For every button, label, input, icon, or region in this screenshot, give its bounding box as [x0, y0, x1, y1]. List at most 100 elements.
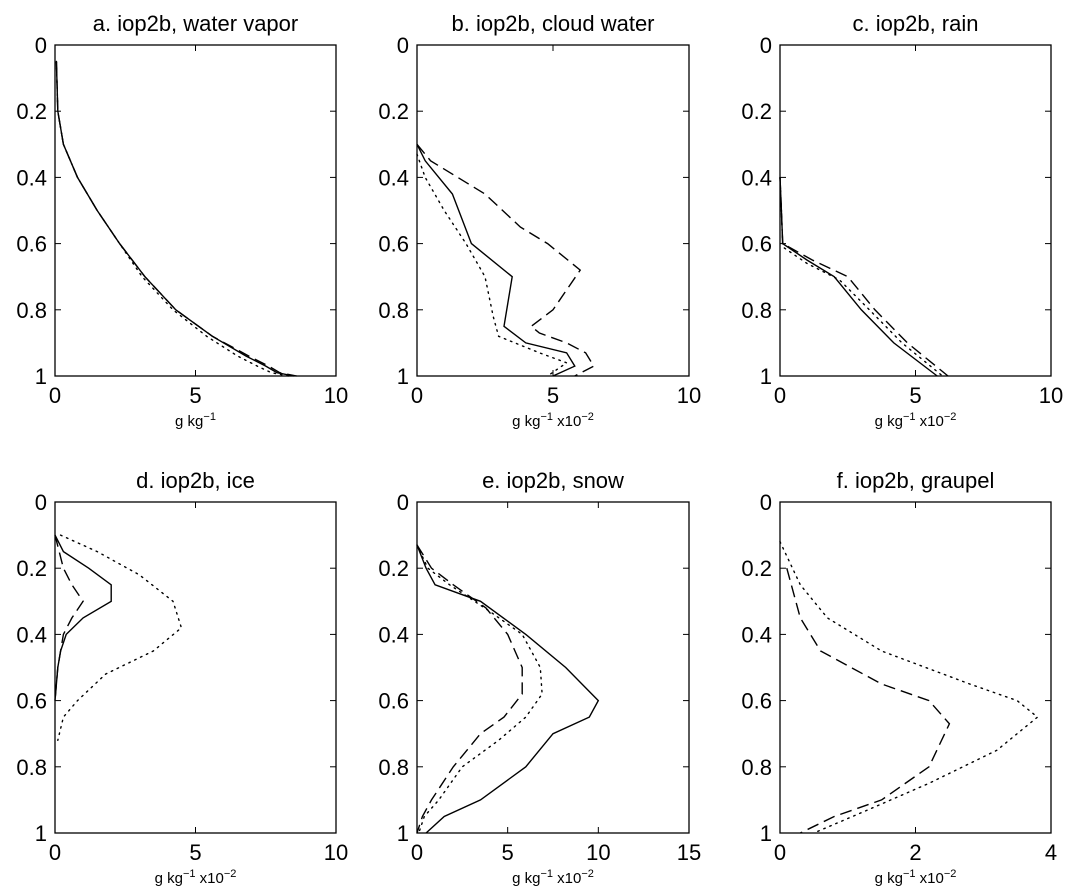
y-tick-label: 0	[397, 490, 409, 515]
y-tick-label: 0.8	[16, 298, 47, 323]
x-axis-label-text: x10	[553, 413, 581, 430]
y-tick-label: 0.8	[741, 755, 772, 780]
panel-6: f. iop2b, graupel 0 2 4 0 0.2 0.4 0.6 0.8 1 g kg−1…	[741, 468, 1057, 887]
series-solid-line	[54, 534, 112, 701]
y-tick-label: 0.6	[16, 689, 47, 714]
x-tick-label: 0	[774, 383, 786, 408]
x-tick-label: 10	[324, 383, 348, 408]
y-tick-label: 0.4	[16, 165, 47, 190]
panel-title: f. iop2b, graupel	[837, 468, 995, 493]
y-tick-label: 0.8	[741, 298, 772, 323]
x-tick-label: 4	[1045, 840, 1057, 865]
series-dotted-line	[57, 534, 183, 741]
series-solid-line	[779, 177, 938, 377]
x-axis-label-text: x10	[196, 870, 224, 887]
x-axis-label-text: g kg	[875, 413, 903, 430]
x-axis-label-exponent: −1	[540, 411, 553, 423]
panel-3: c. iop2b, rain 0 5 10 0 0.2 0.4 0.6 0.8 1 g kg−1 x…	[741, 11, 1063, 430]
panel-title: e. iop2b, snow	[482, 468, 624, 493]
x-tick-label: 0	[49, 383, 61, 408]
x-tick-label: 5	[502, 840, 514, 865]
x-tick-label: 0	[49, 840, 61, 865]
panel-1: a. iop2b, water vapor 0 5 10 0 0.2 0.4 0.6 0.8 1 g…	[16, 11, 348, 430]
series-dotted-line	[55, 60, 289, 377]
y-tick-label: 0.4	[741, 165, 772, 190]
series-dashed-line	[55, 61, 297, 377]
series-dotted-line	[779, 541, 1039, 834]
x-axis-label-text: g kg	[512, 870, 540, 887]
y-tick-label: 1	[35, 821, 47, 846]
series-dashed-line	[416, 544, 523, 834]
series-dotted-line	[416, 544, 543, 834]
x-axis-label-text: g kg	[155, 870, 183, 887]
y-tick-label: 0.6	[741, 689, 772, 714]
panel-title: d. iop2b, ice	[136, 468, 255, 493]
y-tick-label: 0.6	[378, 232, 409, 257]
x-tick-label: 5	[189, 383, 201, 408]
x-axis-label: g kg−1	[175, 411, 216, 430]
y-tick-label: 1	[760, 364, 772, 389]
x-tick-label: 5	[547, 383, 559, 408]
series-dotted-line	[779, 176, 944, 377]
x-axis-label-exponent: −2	[224, 868, 237, 880]
x-tick-label: 15	[677, 840, 701, 865]
y-tick-label: 0.4	[741, 622, 772, 647]
x-axis-label-exponent: −2	[944, 868, 957, 880]
x-axis-label: g kg−1 x10−2	[155, 868, 237, 887]
plot-frame	[416, 501, 690, 834]
panel-title: b. iop2b, cloud water	[451, 11, 654, 36]
y-tick-label: 0.2	[16, 556, 47, 581]
panel-2: b. iop2b, cloud water 0 5 10 0 0.2 0.4 0.6 0.8 1 g…	[378, 11, 701, 430]
y-tick-label: 1	[397, 364, 409, 389]
x-axis-label-exponent: −1	[903, 868, 916, 880]
x-axis-label-exponent: −1	[540, 868, 553, 880]
panel-4: d. iop2b, ice 0 5 10 0 0.2 0.4 0.6 0.8 1 g kg−1 x1…	[16, 468, 348, 887]
x-tick-label: 0	[774, 840, 786, 865]
series-solid-line	[416, 544, 600, 834]
series-solid-line	[416, 143, 576, 377]
y-tick-label: 0.4	[378, 622, 409, 647]
x-tick-label: 0	[411, 383, 423, 408]
x-tick-label: 2	[909, 840, 921, 865]
y-tick-label: 0	[760, 33, 772, 58]
panel-title: a. iop2b, water vapor	[93, 11, 298, 36]
x-axis-label: g kg−1 x10−2	[875, 411, 957, 430]
y-tick-label: 0	[35, 33, 47, 58]
series-dashed-line	[54, 534, 84, 701]
x-axis-label-exponent: −2	[944, 411, 957, 423]
x-axis-label-text: g kg	[175, 413, 203, 430]
panel-title: c. iop2b, rain	[853, 11, 979, 36]
x-axis-label-exponent: −1	[183, 868, 196, 880]
series-dashed-line	[779, 177, 949, 377]
x-axis-label-text: x10	[553, 870, 581, 887]
x-tick-label: 10	[324, 840, 348, 865]
y-tick-label: 0.2	[378, 99, 409, 124]
series-solid-line	[55, 61, 295, 377]
y-tick-label: 0	[397, 33, 409, 58]
series-dashed-line	[786, 568, 951, 834]
x-axis-label: g kg−1 x10−2	[512, 868, 594, 887]
x-tick-label: 10	[586, 840, 610, 865]
x-axis-label-text: g kg	[875, 870, 903, 887]
y-tick-label: 0.8	[16, 755, 47, 780]
x-axis-label-text: x10	[916, 870, 944, 887]
y-tick-label: 0.6	[16, 232, 47, 257]
x-axis-label-exponent: −2	[581, 411, 594, 423]
x-axis-label: g kg−1 x10−2	[875, 868, 957, 887]
x-axis-label-text: g kg	[512, 413, 540, 430]
y-tick-label: 0.2	[741, 556, 772, 581]
y-tick-label: 0.8	[378, 755, 409, 780]
panel-5: e. iop2b, snow 0 5 10 15 0 0.2 0.4 0.6 0.8 1 g kg−1…	[378, 468, 701, 887]
y-tick-label: 0.4	[16, 622, 47, 647]
x-axis-label: g kg−1 x10−2	[512, 411, 594, 430]
x-axis-label-exponent: −2	[581, 868, 594, 880]
x-tick-label: 5	[909, 383, 921, 408]
y-tick-label: 0.6	[378, 689, 409, 714]
x-axis-label-exponent: −1	[903, 411, 916, 423]
plot-frame	[416, 44, 690, 377]
y-tick-label: 0	[760, 490, 772, 515]
plot-frame	[779, 44, 1052, 377]
y-tick-label: 1	[397, 821, 409, 846]
x-tick-label: 10	[1039, 383, 1063, 408]
y-tick-label: 1	[760, 821, 772, 846]
